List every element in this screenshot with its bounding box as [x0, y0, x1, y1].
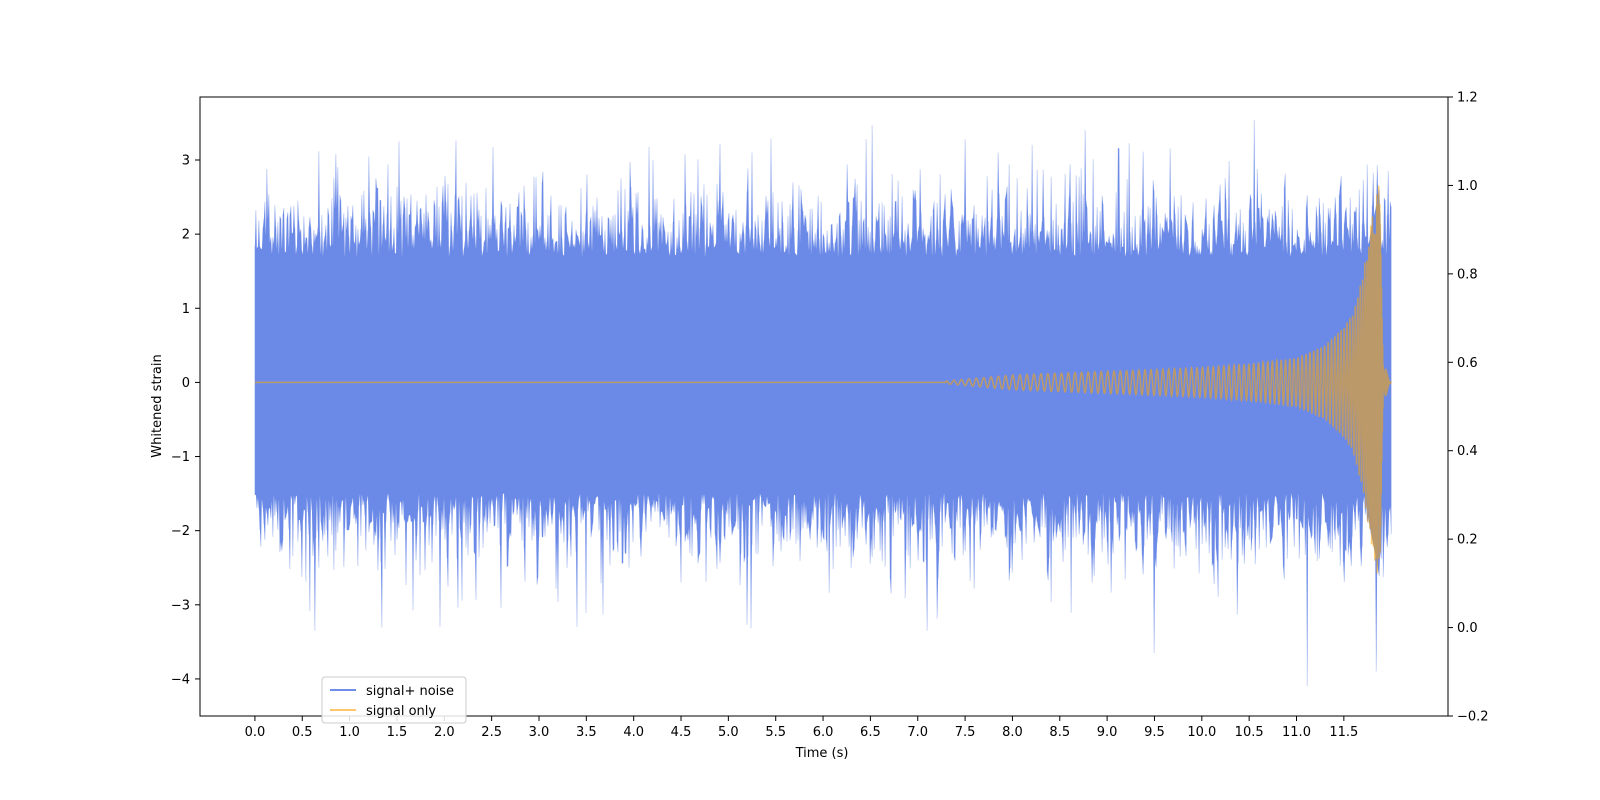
- x-tick-label: 8.5: [1049, 725, 1070, 740]
- x-axis: 0.0 0.5 1.0 1.5 2.0 2.5 3.0 3.5 4.0 4.5 5.0 5.5 6.0 6…: [245, 716, 1358, 740]
- x-tick-label: 10.0: [1187, 725, 1216, 740]
- x-tick-label: 0.5: [292, 725, 313, 740]
- x-tick-label: 4.0: [623, 725, 644, 740]
- y-axis-left: 3 2 1 0 −1 −2 −3 −4: [171, 154, 200, 687]
- legend-label-signal-only: signal only: [366, 704, 436, 719]
- y2-tick-label: −0.2: [1457, 710, 1489, 725]
- x-tick-label: 3.0: [529, 725, 550, 740]
- x-tick-label: 10.5: [1235, 725, 1264, 740]
- y-tick-label: 1: [182, 302, 190, 317]
- y-tick-label: −2: [171, 524, 190, 539]
- x-tick-label: 11.0: [1282, 725, 1311, 740]
- y-axis-right: 1.2 1.0 0.8 0.6 0.4 0.2 0.0 −0.2: [1448, 91, 1489, 725]
- x-tick-label: 4.5: [671, 725, 692, 740]
- x-tick-label: 7.0: [907, 725, 928, 740]
- y-tick-label: 3: [182, 154, 190, 169]
- y-axis-label: Whitened strain: [150, 354, 165, 457]
- x-tick-label: 7.5: [955, 725, 976, 740]
- x-tick-label: 9.5: [1144, 725, 1165, 740]
- x-tick-label: 2.0: [434, 725, 455, 740]
- x-tick-label: 6.5: [860, 725, 881, 740]
- x-tick-label: 1.5: [387, 725, 408, 740]
- x-tick-label: 5.0: [718, 725, 739, 740]
- x-tick-label: 5.5: [765, 725, 786, 740]
- x-tick-label: 1.0: [339, 725, 360, 740]
- y2-tick-label: 1.0: [1457, 179, 1478, 194]
- y-tick-label: 0: [182, 376, 190, 391]
- series-signal-noise-band: [254, 119, 1392, 687]
- y2-tick-label: 0.2: [1457, 533, 1478, 548]
- y2-tick-label: 0.6: [1457, 356, 1478, 371]
- series-signal-only-line: [254, 185, 1392, 574]
- y2-tick-label: 0.8: [1457, 267, 1478, 282]
- legend-label-signal-noise: signal+ noise: [366, 684, 454, 699]
- legend-box: [321, 676, 467, 724]
- y2-tick-label: 0.4: [1457, 444, 1478, 459]
- plot-frame: [199, 96, 1449, 717]
- x-tick-label: 6.0: [813, 725, 834, 740]
- y-tick-label: −3: [171, 598, 190, 613]
- x-tick-label: 9.0: [1097, 725, 1118, 740]
- x-tick-label: 2.5: [481, 725, 502, 740]
- y2-tick-label: 0.0: [1457, 621, 1478, 636]
- y-tick-label: −1: [171, 450, 190, 465]
- x-tick-label: 8.0: [1002, 725, 1023, 740]
- x-axis-label: Time (s): [795, 746, 849, 761]
- series-signal-noise-line: [254, 119, 1392, 687]
- y-tick-label: −4: [171, 672, 190, 687]
- y2-tick-label: 1.2: [1457, 91, 1478, 106]
- x-tick-label: 0.0: [245, 725, 266, 740]
- plot-area: [254, 119, 1392, 687]
- x-tick-label: 11.5: [1329, 725, 1358, 740]
- legend: signal+ noise signal only: [321, 676, 467, 724]
- x-tick-label: 3.5: [576, 725, 597, 740]
- y-tick-label: 2: [182, 228, 190, 243]
